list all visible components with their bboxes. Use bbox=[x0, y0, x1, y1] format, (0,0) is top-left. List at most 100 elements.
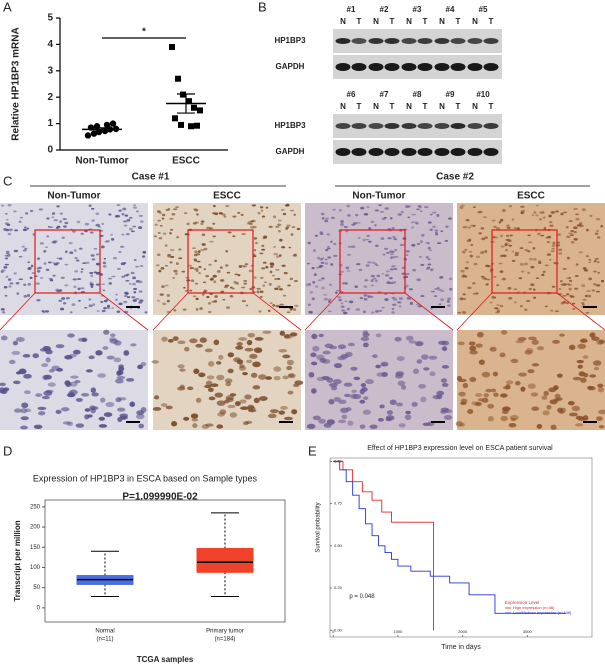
nucleus bbox=[194, 250, 198, 254]
nucleus bbox=[594, 258, 599, 260]
nucleus bbox=[435, 231, 438, 234]
nucleus bbox=[243, 282, 248, 285]
nucleus bbox=[66, 296, 70, 300]
nucleus bbox=[365, 264, 370, 267]
nucleus bbox=[238, 337, 248, 341]
nucleus bbox=[182, 308, 187, 311]
nucleus bbox=[250, 220, 254, 223]
nucleus bbox=[595, 230, 599, 232]
nucleus bbox=[213, 280, 217, 284]
nucleus bbox=[579, 339, 588, 343]
nucleus bbox=[89, 281, 93, 285]
nucleus bbox=[347, 270, 351, 272]
nucleus bbox=[552, 339, 560, 344]
lane-label: N bbox=[373, 102, 379, 111]
nucleus bbox=[423, 367, 430, 371]
nucleus bbox=[293, 213, 297, 216]
nucleus bbox=[589, 214, 593, 217]
nucleus bbox=[174, 272, 178, 276]
nucleus bbox=[412, 269, 417, 272]
nucleus bbox=[24, 390, 31, 394]
nucleus bbox=[210, 383, 219, 388]
nucleus bbox=[287, 390, 294, 395]
nucleus bbox=[277, 219, 282, 222]
nucleus bbox=[492, 236, 496, 239]
p-value: P=1.099990E-02 bbox=[122, 492, 198, 503]
blot-band bbox=[450, 123, 466, 129]
nucleus bbox=[571, 405, 580, 412]
nucleus bbox=[126, 296, 131, 299]
nucleus bbox=[238, 365, 247, 371]
nucleus bbox=[64, 380, 71, 386]
row-label: HP1BP3 bbox=[274, 36, 306, 45]
nucleus bbox=[587, 385, 594, 390]
nucleus bbox=[101, 283, 106, 286]
nucleus bbox=[589, 332, 596, 338]
nucleus bbox=[56, 257, 60, 260]
x-axis-label: TCGA samples bbox=[137, 655, 194, 664]
nucleus bbox=[71, 303, 76, 306]
nucleus bbox=[593, 260, 597, 263]
nucleus bbox=[420, 240, 423, 243]
nucleus bbox=[56, 289, 61, 293]
nucleus bbox=[41, 363, 49, 368]
nucleus bbox=[2, 311, 6, 314]
nucleus bbox=[80, 232, 84, 235]
nucleus bbox=[438, 303, 442, 306]
nucleus bbox=[417, 205, 422, 208]
nucleus bbox=[227, 368, 234, 374]
nucleus bbox=[419, 210, 423, 213]
lane-label: T bbox=[456, 17, 461, 26]
nucleus bbox=[471, 401, 480, 406]
panel-label: A bbox=[3, 0, 12, 14]
nucleus bbox=[429, 213, 433, 216]
nucleus bbox=[102, 261, 107, 265]
nucleus bbox=[23, 294, 28, 298]
nucleus bbox=[205, 423, 214, 427]
nucleus bbox=[528, 336, 537, 341]
nucleus bbox=[371, 261, 376, 264]
nucleus bbox=[172, 336, 179, 341]
nucleus bbox=[573, 230, 577, 234]
nucleus bbox=[185, 276, 190, 279]
nucleus bbox=[436, 390, 445, 396]
nucleus bbox=[531, 339, 539, 345]
y-tick-label: 0.25 bbox=[334, 585, 343, 590]
nucleus bbox=[217, 412, 226, 417]
nucleus bbox=[98, 225, 101, 228]
nucleus bbox=[386, 410, 393, 416]
nucleus bbox=[252, 291, 256, 294]
nucleus bbox=[132, 276, 137, 280]
nucleus bbox=[27, 261, 31, 264]
nucleus bbox=[106, 304, 110, 308]
nucleus bbox=[215, 361, 222, 365]
nucleus bbox=[359, 399, 366, 404]
column-title: Non-Tumor bbox=[352, 191, 405, 202]
scale-bar bbox=[126, 306, 140, 308]
nucleus bbox=[66, 393, 76, 398]
nucleus bbox=[250, 372, 258, 378]
nucleus bbox=[483, 393, 489, 398]
nucleus bbox=[411, 243, 416, 247]
nucleus bbox=[31, 271, 36, 275]
nucleus bbox=[89, 272, 94, 274]
zoom-line bbox=[456, 292, 493, 331]
nucleus bbox=[316, 266, 320, 269]
blot-band bbox=[401, 123, 417, 129]
nucleus bbox=[259, 290, 264, 294]
nucleus bbox=[416, 243, 421, 246]
sample-label: #2 bbox=[380, 5, 389, 14]
nucleus bbox=[247, 404, 255, 410]
nucleus bbox=[550, 211, 555, 214]
scale-bar bbox=[431, 306, 445, 308]
nucleus bbox=[108, 213, 112, 216]
nucleus bbox=[496, 284, 500, 287]
nucleus bbox=[524, 248, 529, 252]
nucleus bbox=[360, 336, 370, 342]
point bbox=[194, 122, 200, 129]
nucleus bbox=[153, 395, 160, 400]
nucleus bbox=[178, 257, 183, 260]
nucleus bbox=[557, 233, 561, 236]
nucleus bbox=[556, 373, 563, 378]
nucleus bbox=[49, 279, 54, 282]
